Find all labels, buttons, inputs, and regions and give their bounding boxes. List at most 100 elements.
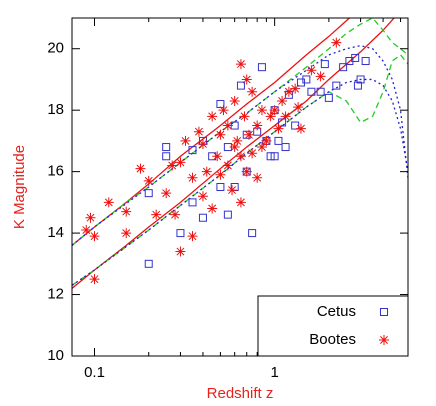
- legend-box: [257, 295, 409, 357]
- y-axis-title: K Magnitude: [11, 145, 28, 229]
- cetus-point: [188, 146, 197, 155]
- bootes-point: [207, 203, 218, 214]
- model-curve: [72, 44, 408, 246]
- bootes-point: [187, 172, 198, 183]
- bootes-point: [247, 148, 258, 159]
- bootes-point: [283, 86, 294, 97]
- cetus-point: [339, 63, 348, 72]
- cetus-point: [356, 75, 365, 84]
- cetus-point: [188, 198, 197, 207]
- bootes-point: [239, 111, 250, 122]
- x-tick-label: 1: [270, 364, 278, 381]
- y-tick-label: 20: [47, 40, 64, 57]
- cetus-point: [332, 81, 341, 90]
- bootes-point: [235, 151, 246, 162]
- bootes-point: [315, 71, 326, 82]
- bootes-point: [222, 120, 233, 131]
- bootes-point: [229, 95, 240, 106]
- bootes-point: [121, 228, 132, 239]
- bootes-point: [256, 105, 267, 116]
- bootes-point: [215, 129, 226, 140]
- bootes-point: [265, 111, 276, 122]
- y-tick-label: 18: [47, 101, 64, 118]
- legend-marker: [379, 335, 389, 345]
- y-tick-label: 14: [47, 224, 64, 241]
- bootes-point: [161, 188, 172, 199]
- cetus-point: [236, 81, 245, 90]
- y-tick-label: 16: [47, 163, 64, 180]
- cetus-point: [223, 210, 232, 219]
- plot-frame: [71, 17, 409, 357]
- bootes-point: [241, 74, 252, 85]
- bootes-point: [207, 111, 218, 122]
- bootes-point: [180, 135, 191, 146]
- model-curve: [72, 18, 408, 246]
- x-axis-title: Redshift z: [207, 385, 274, 402]
- bootes-point: [252, 120, 263, 131]
- bootes-point: [290, 83, 301, 94]
- bootes-point: [232, 135, 243, 146]
- cetus-point: [144, 259, 153, 268]
- cetus-point: [353, 81, 362, 90]
- bootes-point: [201, 166, 212, 177]
- cetus-point: [274, 136, 283, 145]
- cetus-point: [302, 75, 311, 84]
- bootes-point: [170, 209, 181, 220]
- cetus-point: [266, 152, 275, 161]
- bootes-point: [269, 105, 280, 116]
- cetus-point: [162, 152, 171, 161]
- cetus-point: [248, 229, 257, 238]
- bootes-point: [243, 129, 254, 140]
- legend-label: Bootes: [309, 331, 356, 348]
- cetus-point: [162, 143, 171, 152]
- y-tick-label: 12: [47, 286, 64, 303]
- bootes-point: [229, 142, 240, 153]
- cetus-point: [270, 152, 279, 161]
- bootes-point: [151, 209, 162, 220]
- bootes-point: [293, 102, 304, 113]
- legend-marker: [380, 308, 388, 316]
- cetus-point: [291, 121, 300, 130]
- cetus-point: [257, 63, 266, 72]
- bootes-point: [193, 126, 204, 137]
- bootes-point: [89, 231, 100, 242]
- bootes-point: [167, 160, 178, 171]
- cetus-point: [320, 60, 329, 69]
- bootes-point: [135, 163, 146, 174]
- cetus-point: [176, 229, 185, 238]
- bootes-point: [218, 105, 229, 116]
- cetus-point: [198, 213, 207, 222]
- cetus-point: [307, 87, 316, 96]
- model-curve: [72, 18, 350, 246]
- bootes-point: [103, 197, 114, 208]
- bootes-point: [175, 246, 186, 257]
- cetus-point: [324, 93, 333, 102]
- bootes-point: [85, 212, 96, 223]
- bootes-point: [295, 123, 306, 134]
- bootes-point: [273, 123, 284, 134]
- bootes-point: [256, 142, 267, 153]
- bootes-point: [235, 59, 246, 70]
- legend-label: Cetus: [317, 303, 356, 320]
- bootes-point: [261, 135, 272, 146]
- bootes-point: [277, 95, 288, 106]
- bootes-point: [81, 225, 92, 236]
- bootes-point: [235, 197, 246, 208]
- bootes-point: [280, 111, 291, 122]
- bootes-point: [89, 274, 100, 285]
- cetus-point: [351, 53, 360, 62]
- bootes-point: [331, 37, 342, 48]
- curves: [72, 18, 408, 289]
- bootes-point: [212, 151, 223, 162]
- bootes-point: [143, 175, 154, 186]
- x-tick-label: 0.1: [84, 364, 105, 381]
- cetus-point: [216, 183, 225, 191]
- bootes-point: [252, 172, 263, 183]
- model-curve: [72, 53, 408, 286]
- bootes-point: [121, 206, 132, 217]
- cetus-point: [361, 57, 370, 66]
- cetus-point: [316, 87, 325, 96]
- bootes-point: [222, 160, 233, 171]
- y-tick-label: 10: [47, 347, 64, 364]
